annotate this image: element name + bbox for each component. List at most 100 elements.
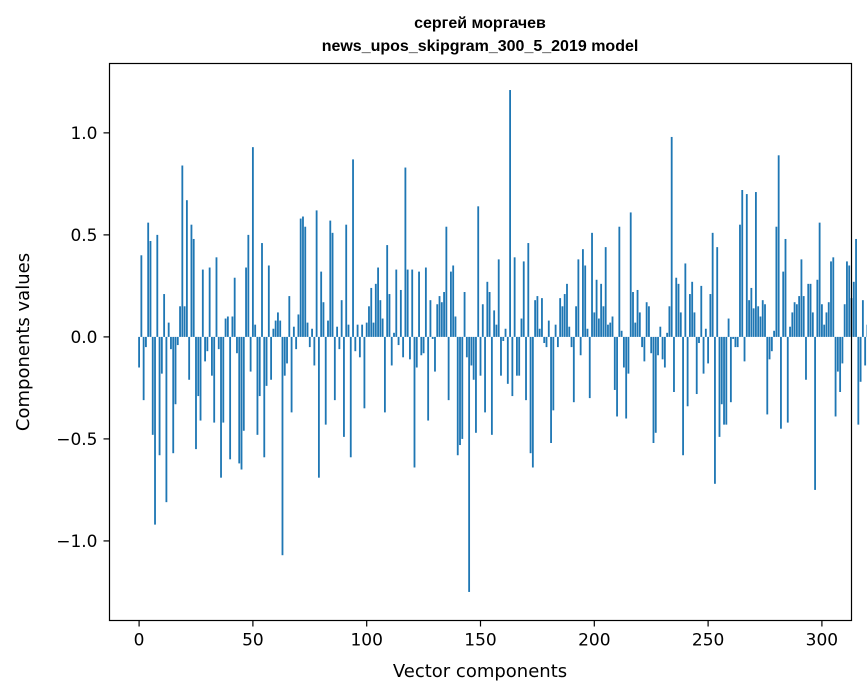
bar	[516, 336, 518, 376]
bar	[254, 324, 257, 337]
bar	[463, 292, 466, 337]
bar	[541, 298, 543, 337]
bar	[666, 332, 669, 337]
bar	[181, 165, 184, 337]
y-tick-label: −0.5	[56, 430, 97, 450]
bar	[320, 271, 323, 337]
bar	[597, 318, 600, 337]
bar	[691, 281, 694, 337]
bar	[825, 312, 828, 337]
bar	[440, 302, 443, 337]
bar	[222, 336, 225, 423]
bar	[345, 224, 348, 337]
bar	[158, 336, 161, 456]
bar	[568, 326, 571, 337]
bar	[365, 322, 368, 337]
bar	[397, 336, 400, 346]
bar	[493, 310, 496, 337]
bar	[732, 336, 735, 339]
bar	[586, 328, 589, 337]
bar	[167, 322, 170, 337]
bar	[547, 320, 550, 337]
bar	[383, 336, 386, 413]
bar	[415, 336, 418, 368]
bar	[743, 336, 746, 362]
bar	[757, 306, 760, 337]
y-tick-label: −1.0	[56, 532, 97, 552]
bar	[497, 259, 500, 337]
bar	[393, 332, 395, 337]
bar	[857, 336, 860, 425]
bar	[206, 336, 209, 352]
bar	[782, 271, 785, 337]
bar	[333, 336, 336, 401]
bar	[827, 302, 830, 337]
y-tick-label: 0.0	[70, 328, 97, 348]
bar	[657, 336, 659, 356]
bar	[718, 336, 721, 437]
bar	[688, 294, 691, 337]
bar	[506, 336, 509, 384]
bar	[709, 294, 712, 337]
bar	[242, 336, 245, 431]
bar	[786, 336, 789, 423]
bar	[411, 269, 414, 337]
bar	[486, 281, 489, 337]
bar	[465, 336, 468, 358]
bar	[764, 304, 766, 337]
bar	[292, 326, 295, 337]
bar	[431, 336, 434, 339]
bar	[566, 283, 568, 337]
bar	[821, 304, 823, 337]
bar	[650, 336, 653, 354]
bar	[816, 279, 819, 337]
bar	[154, 336, 156, 525]
bar	[447, 336, 450, 401]
bar	[518, 336, 521, 376]
bar	[495, 324, 498, 337]
bar	[251, 147, 254, 337]
bar	[536, 296, 539, 337]
bar	[686, 336, 689, 407]
bar	[208, 267, 211, 337]
bar	[317, 336, 320, 478]
bar	[648, 306, 650, 337]
bar	[347, 324, 350, 337]
bar	[395, 269, 398, 337]
bar	[745, 194, 748, 337]
bar	[727, 318, 730, 337]
bar	[233, 277, 236, 337]
bar	[531, 336, 534, 468]
bar	[641, 336, 644, 348]
bar	[438, 296, 441, 337]
bar	[754, 192, 757, 337]
bar	[629, 212, 632, 337]
bar	[479, 336, 482, 376]
x-tick-label: 300	[806, 631, 838, 651]
bar	[226, 316, 229, 337]
bar	[297, 314, 300, 337]
bar	[185, 200, 188, 337]
bar	[814, 336, 816, 490]
bar	[659, 326, 662, 337]
bar	[340, 300, 343, 337]
bar	[151, 336, 154, 435]
bar	[622, 336, 625, 368]
bar	[604, 247, 607, 337]
bar	[329, 220, 332, 337]
x-tick-label: 200	[578, 631, 610, 651]
bar	[238, 336, 241, 464]
bar	[695, 336, 698, 395]
bar	[217, 336, 220, 350]
bar	[725, 336, 728, 425]
bar	[595, 279, 598, 337]
bar	[668, 306, 671, 337]
bar	[283, 336, 286, 376]
bar	[490, 336, 493, 435]
bar	[632, 292, 634, 337]
bar	[600, 283, 603, 337]
bar	[693, 312, 696, 337]
bar	[859, 336, 862, 382]
bar	[140, 255, 143, 337]
